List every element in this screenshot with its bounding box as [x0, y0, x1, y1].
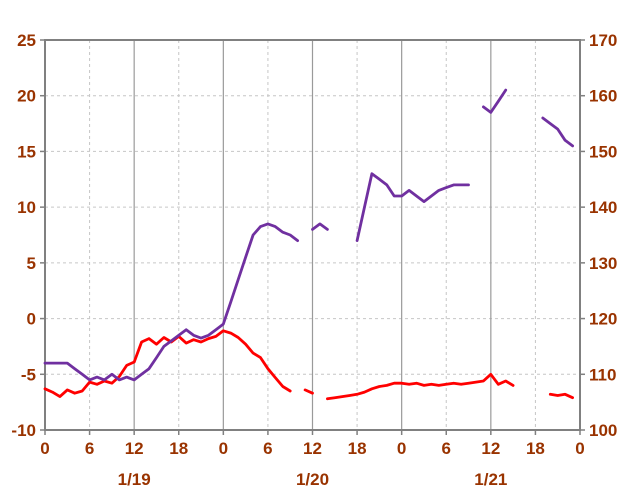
svg-text:6: 6: [85, 439, 94, 458]
svg-text:-10: -10: [11, 421, 36, 440]
svg-text:0: 0: [27, 310, 36, 329]
svg-text:20: 20: [17, 87, 36, 106]
svg-text:18: 18: [526, 439, 545, 458]
svg-text:0: 0: [219, 439, 228, 458]
svg-text:12: 12: [303, 439, 322, 458]
svg-text:130: 130: [589, 254, 617, 273]
svg-text:10: 10: [17, 198, 36, 217]
svg-text:120: 120: [589, 310, 617, 329]
svg-text:6: 6: [263, 439, 272, 458]
svg-text:18: 18: [169, 439, 188, 458]
svg-text:0: 0: [40, 439, 49, 458]
svg-text:6: 6: [442, 439, 451, 458]
svg-text:0: 0: [397, 439, 406, 458]
svg-text:5: 5: [27, 254, 36, 273]
svg-text:110: 110: [589, 365, 616, 384]
svg-text:12: 12: [125, 439, 144, 458]
svg-text:140: 140: [589, 198, 617, 217]
svg-text:150: 150: [589, 142, 617, 161]
svg-text:0: 0: [575, 439, 584, 458]
svg-text:160: 160: [589, 87, 617, 106]
svg-text:25: 25: [17, 31, 36, 50]
svg-text:-5: -5: [21, 365, 36, 384]
svg-text:18: 18: [348, 439, 367, 458]
svg-text:1/20: 1/20: [296, 470, 329, 489]
svg-text:15: 15: [17, 142, 36, 161]
svg-text:12: 12: [481, 439, 500, 458]
svg-text:100: 100: [589, 421, 617, 440]
svg-text:170: 170: [589, 31, 617, 50]
svg-text:1/21: 1/21: [474, 470, 507, 489]
svg-text:1/19: 1/19: [118, 470, 151, 489]
